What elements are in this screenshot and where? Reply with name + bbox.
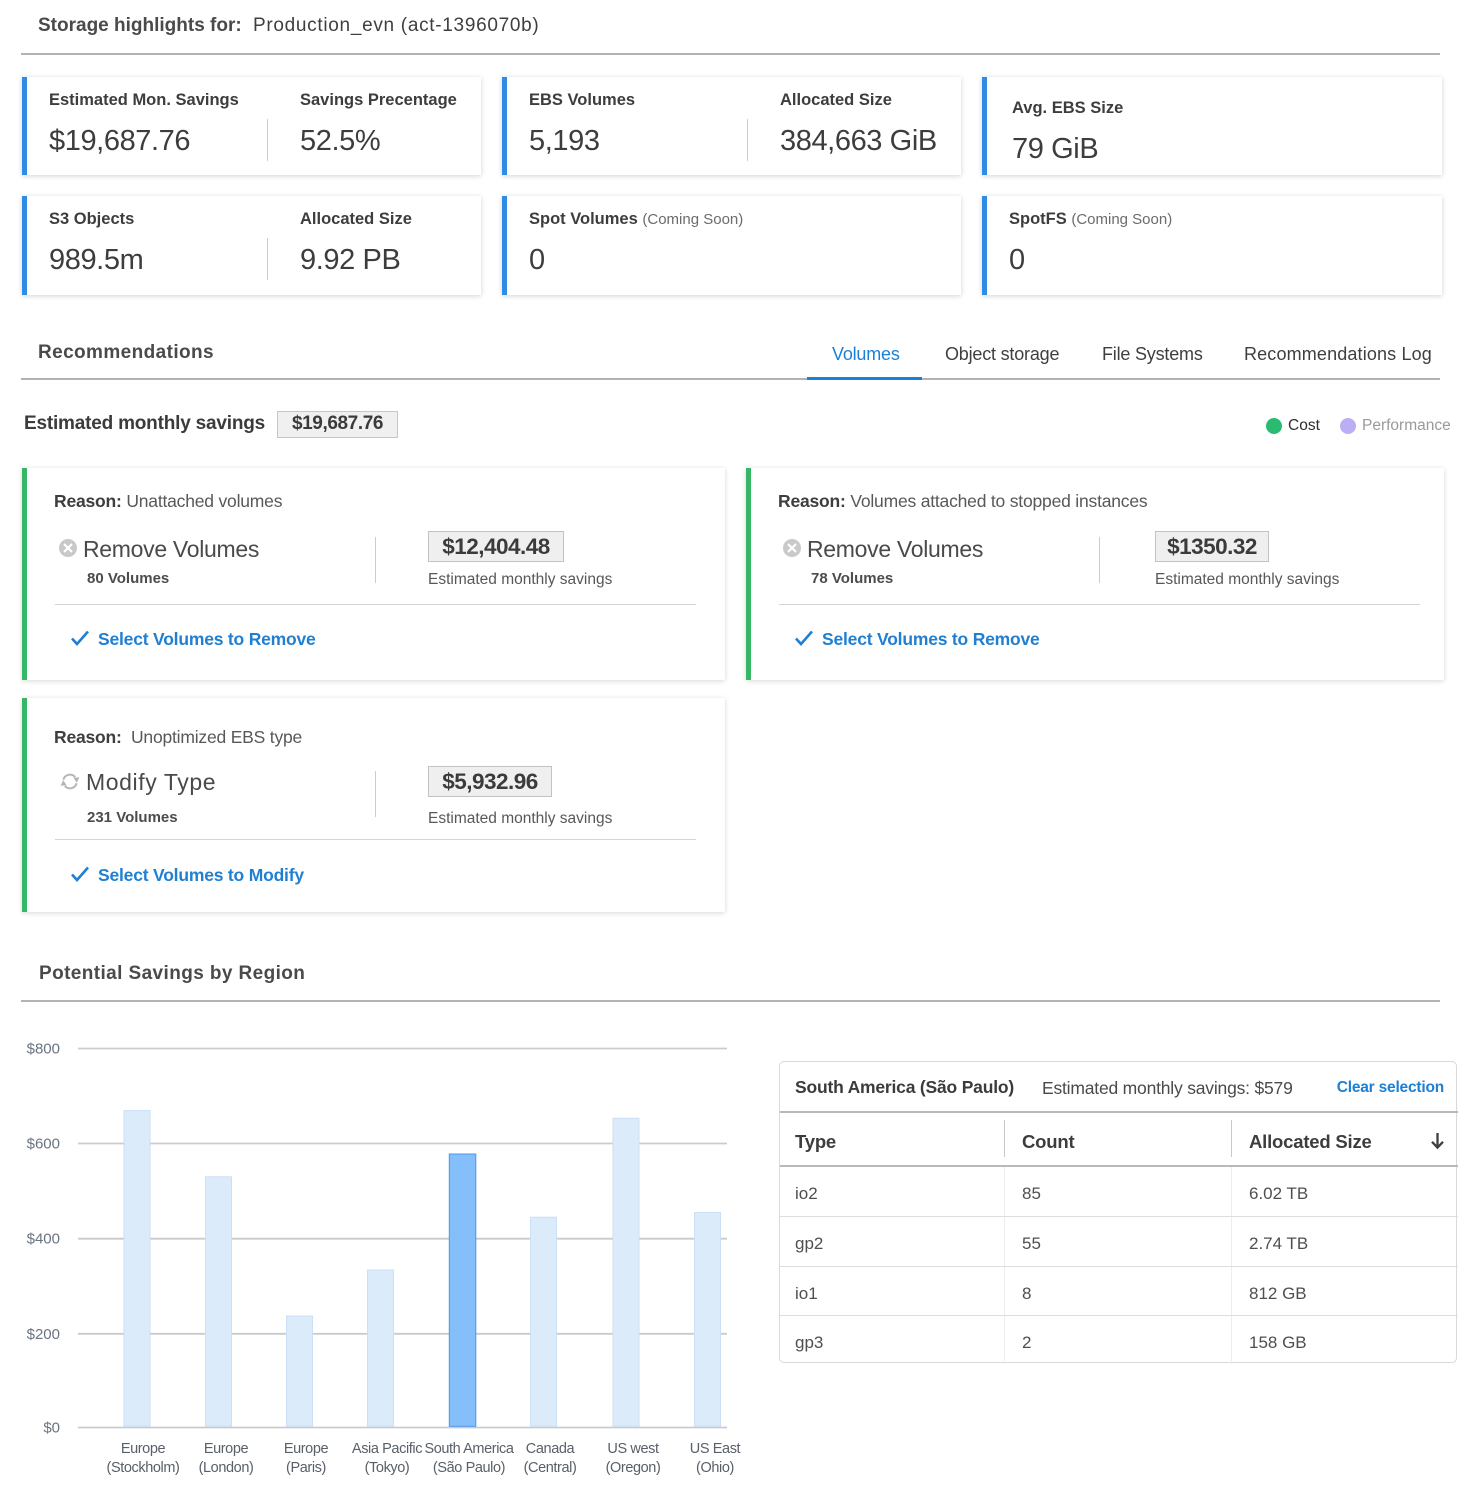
- svg-text:$0: $0: [43, 1420, 60, 1437]
- svg-text:$600: $600: [27, 1136, 60, 1153]
- svg-text:$400: $400: [27, 1231, 60, 1248]
- svg-text:$800: $800: [27, 1041, 60, 1058]
- svg-text:$200: $200: [27, 1326, 60, 1343]
